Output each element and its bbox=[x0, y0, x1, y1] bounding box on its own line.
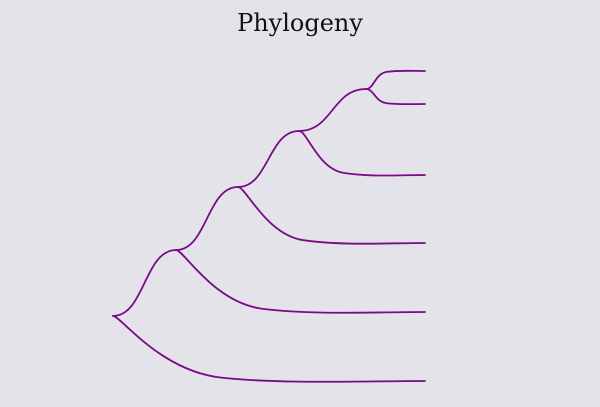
branch-node-3-to-leaf-3 bbox=[237, 186, 426, 245]
branch-node-4-to-node-5 bbox=[298, 88, 367, 132]
branch-root-to-leaf-1 bbox=[112, 315, 426, 383]
branch-root-to-node-2 bbox=[112, 249, 177, 317]
branch-node-5-to-leaf-6 bbox=[365, 69, 426, 90]
branch-node-2-to-leaf-2 bbox=[175, 249, 426, 314]
branch-node-3-to-node-4 bbox=[237, 130, 300, 188]
branch-node-2-to-node-3 bbox=[175, 186, 239, 251]
diagram-title: Phylogeny bbox=[237, 9, 363, 37]
tree-branches bbox=[112, 69, 426, 383]
branch-node-5-to-leaf-5 bbox=[365, 88, 426, 106]
branch-node-4-to-leaf-4 bbox=[298, 130, 426, 177]
